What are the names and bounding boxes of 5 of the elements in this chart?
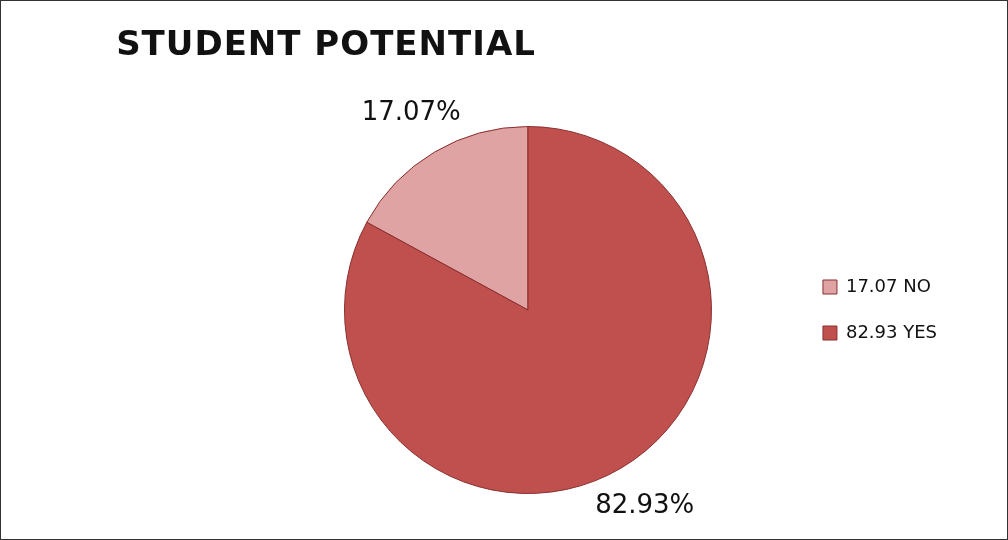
data-label: 17.07%: [361, 96, 461, 127]
legend-label: 17.07 NO: [845, 274, 931, 296]
data-label: 82.93%: [595, 489, 695, 520]
chart-title: STUDENT POTENTIAL: [115, 23, 537, 63]
legend-label: 82.93 YES: [845, 320, 937, 342]
